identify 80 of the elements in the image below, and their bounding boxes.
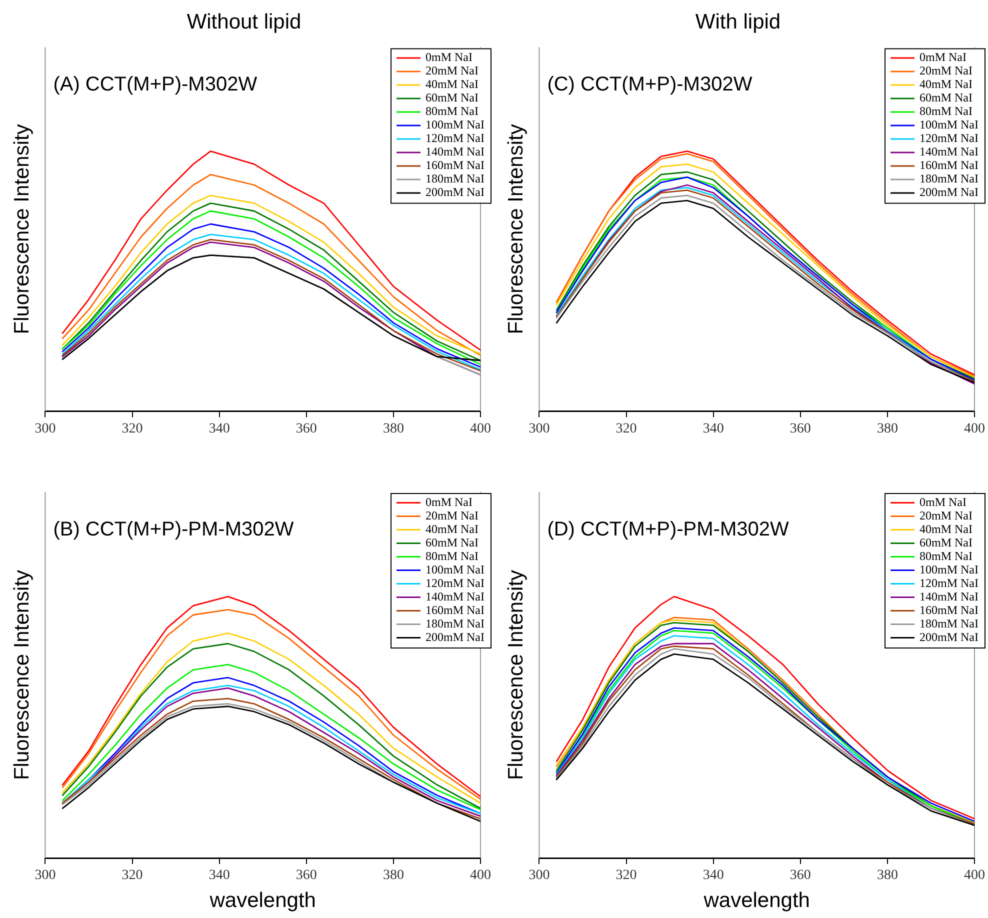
legend-label: 140mM NaI [920, 144, 979, 159]
legend-label: 180mM NaI [426, 172, 485, 186]
legend-label: 0mM NaI [426, 494, 473, 509]
x-axis-title: wavelength [208, 889, 316, 912]
legend-label: 160mM NaI [426, 158, 485, 172]
legend-label: 140mM NaI [920, 589, 979, 604]
legend-label: 120mM NaI [426, 131, 485, 146]
x-tick-label: 400 [964, 868, 985, 884]
x-tick-label: 380 [876, 421, 898, 436]
legend-label: 80mM NaI [920, 548, 973, 563]
legend-label: 20mM NaI [920, 508, 973, 522]
legend-label: 200mM NaI [426, 630, 485, 644]
x-tick-label: 380 [382, 868, 404, 884]
text: (A) CCT(M+P)-M302W [53, 74, 258, 96]
legend-label: 0mM NaI [920, 50, 967, 64]
legend-label: 180mM NaI [920, 616, 979, 630]
legend-label: 80mM NaI [920, 104, 973, 118]
legend-label: 40mM NaI [426, 77, 479, 92]
legend-label: 0mM NaI [920, 494, 967, 509]
x-tick-label: 340 [702, 421, 724, 436]
legend-label: 20mM NaI [920, 64, 973, 78]
x-tick-label: 400 [470, 868, 491, 884]
legend-label: 200mM NaI [920, 630, 979, 644]
legend-label: 180mM NaI [920, 172, 979, 186]
y-axis-title: Fluorescence Intensity [504, 124, 528, 334]
legend-label: 120mM NaI [920, 131, 979, 146]
legend-label: 160mM NaI [426, 602, 485, 617]
legend-label: 60mM NaI [426, 535, 479, 550]
legend-label: 40mM NaI [920, 77, 973, 92]
x-tick-label: 360 [296, 868, 317, 884]
legend-label: 100mM NaI [426, 118, 485, 132]
x-tick-label: 360 [790, 868, 811, 884]
legend-label: 40mM NaI [920, 522, 973, 536]
legend-label: 60mM NaI [426, 90, 479, 105]
x-tick-label: 400 [964, 421, 985, 436]
legend-label: 80mM NaI [426, 548, 479, 563]
legend-label: 100mM NaI [426, 562, 485, 576]
legend-label: 200mM NaI [920, 185, 979, 200]
chart-title: With lipid [695, 10, 781, 34]
x-tick-label: 300 [528, 868, 550, 884]
y-axis-title: Fluorescence Intensity [10, 569, 34, 780]
legend-label: 200mM NaI [426, 185, 485, 200]
x-tick-label: 380 [876, 868, 898, 884]
legend-label: 100mM NaI [920, 118, 979, 132]
legend-label: 80mM NaI [426, 104, 479, 118]
legend-label: 40mM NaI [426, 522, 479, 536]
x-tick-label: 320 [122, 421, 143, 436]
x-tick-label: 320 [616, 421, 637, 436]
x-tick-label: 340 [208, 421, 230, 436]
text: (D) CCT(M+P)-PM-M302W [547, 518, 789, 541]
x-tick-label: 300 [34, 868, 56, 884]
x-tick-label: 320 [122, 868, 143, 884]
x-tick-label: 380 [382, 421, 404, 436]
legend-label: 20mM NaI [426, 508, 479, 522]
chart-title: Without lipid [186, 10, 302, 34]
x-axis-title: wavelength [702, 889, 810, 912]
legend-label: 140mM NaI [426, 144, 485, 159]
legend-label: 120mM NaI [426, 576, 485, 590]
text: (B) CCT(M+P)-PM-M302W [53, 518, 294, 541]
legend-label: 100mM NaI [920, 562, 979, 576]
legend-label: 120mM NaI [920, 576, 979, 590]
x-tick-label: 400 [470, 421, 491, 436]
x-tick-label: 340 [208, 868, 230, 884]
x-tick-label: 320 [616, 868, 637, 884]
text: (C) CCT(M+P)-M302W [547, 74, 752, 96]
x-tick-label: 360 [790, 421, 811, 436]
y-axis-title: Fluorescence Intensity [10, 124, 34, 334]
x-tick-label: 300 [34, 421, 56, 436]
x-tick-label: 340 [702, 868, 724, 884]
legend-label: 180mM NaI [426, 616, 485, 630]
legend-label: 20mM NaI [426, 64, 479, 78]
x-tick-label: 360 [296, 421, 317, 436]
x-tick-label: 300 [528, 421, 550, 436]
legend-label: 160mM NaI [920, 158, 979, 172]
legend-label: 60mM NaI [920, 535, 973, 550]
y-axis-title: Fluorescence Intensity [504, 569, 528, 780]
legend-label: 60mM NaI [920, 90, 973, 105]
legend-label: 140mM NaI [426, 589, 485, 604]
legend-label: 160mM NaI [920, 602, 979, 617]
legend-label: 0mM NaI [426, 50, 473, 64]
